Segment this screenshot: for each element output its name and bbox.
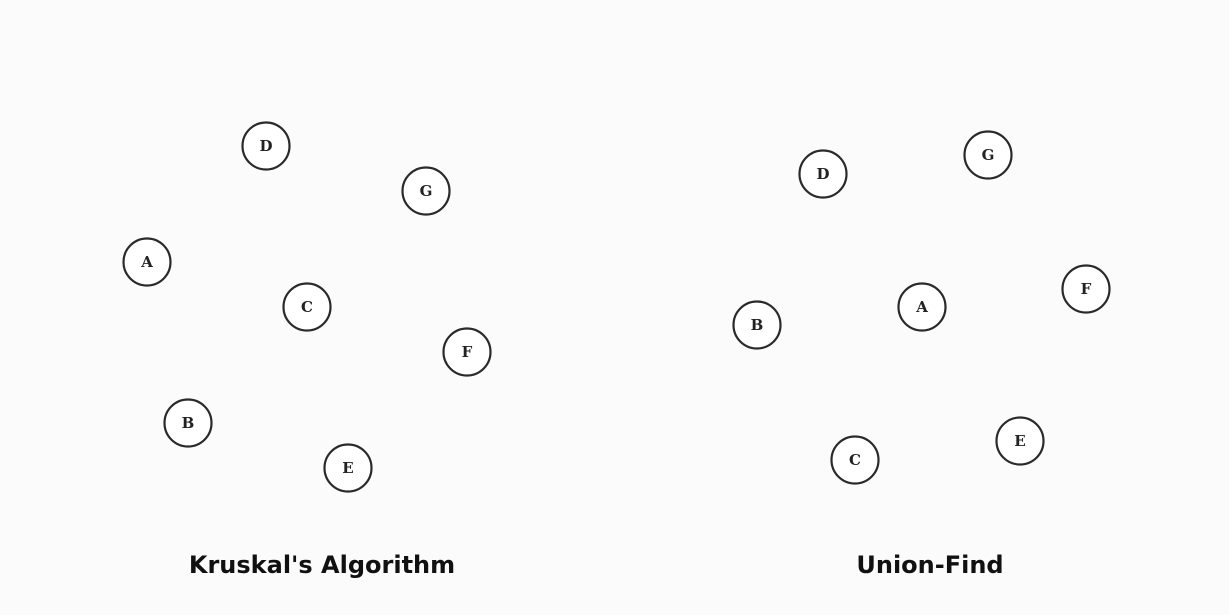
node-e-label: E xyxy=(1014,432,1025,450)
node-d: D xyxy=(241,121,291,171)
node-f-circle xyxy=(1061,264,1111,314)
node-g-label: G xyxy=(982,146,995,164)
kruskal-caption: Kruskal's Algorithm xyxy=(189,551,455,579)
node-c-label: C xyxy=(301,298,313,316)
node-a-circle xyxy=(122,237,172,287)
node-c: C xyxy=(830,435,880,485)
node-b: B xyxy=(732,300,782,350)
node-a-circle xyxy=(897,282,947,332)
node-c-circle xyxy=(830,435,880,485)
node-d: D xyxy=(798,149,848,199)
kruskal-graph: D G A C F B E Kruskal's Algorithm xyxy=(122,121,492,579)
node-c-label: C xyxy=(849,451,861,469)
node-a: A xyxy=(122,237,172,287)
node-e: E xyxy=(995,416,1045,466)
node-f-label: F xyxy=(1081,280,1092,298)
node-c-circle xyxy=(282,282,332,332)
node-a-label: A xyxy=(915,298,928,316)
union-find-graph: D G B A F C E Union-Find xyxy=(732,130,1111,579)
node-b-circle xyxy=(163,398,213,448)
node-a: A xyxy=(897,282,947,332)
node-c: C xyxy=(282,282,332,332)
node-f: F xyxy=(1061,264,1111,314)
node-b-circle xyxy=(732,300,782,350)
node-g: G xyxy=(401,166,451,216)
node-g-circle xyxy=(963,130,1013,180)
node-g-label: G xyxy=(420,182,433,200)
union-find-caption: Union-Find xyxy=(856,551,1003,579)
node-d-circle xyxy=(798,149,848,199)
node-f: F xyxy=(442,327,492,377)
node-e-label: E xyxy=(342,459,353,477)
node-g: G xyxy=(963,130,1013,180)
node-f-label: F xyxy=(462,343,473,361)
node-d-circle xyxy=(241,121,291,171)
node-d-label: D xyxy=(816,165,829,183)
node-g-circle xyxy=(401,166,451,216)
node-f-circle xyxy=(442,327,492,377)
node-a-label: A xyxy=(140,253,153,271)
node-e-circle xyxy=(995,416,1045,466)
node-b: B xyxy=(163,398,213,448)
node-b-label: B xyxy=(751,316,764,334)
node-e-circle xyxy=(323,443,373,493)
node-b-label: B xyxy=(182,414,195,432)
node-e: E xyxy=(323,443,373,493)
node-d-label: D xyxy=(259,137,272,155)
